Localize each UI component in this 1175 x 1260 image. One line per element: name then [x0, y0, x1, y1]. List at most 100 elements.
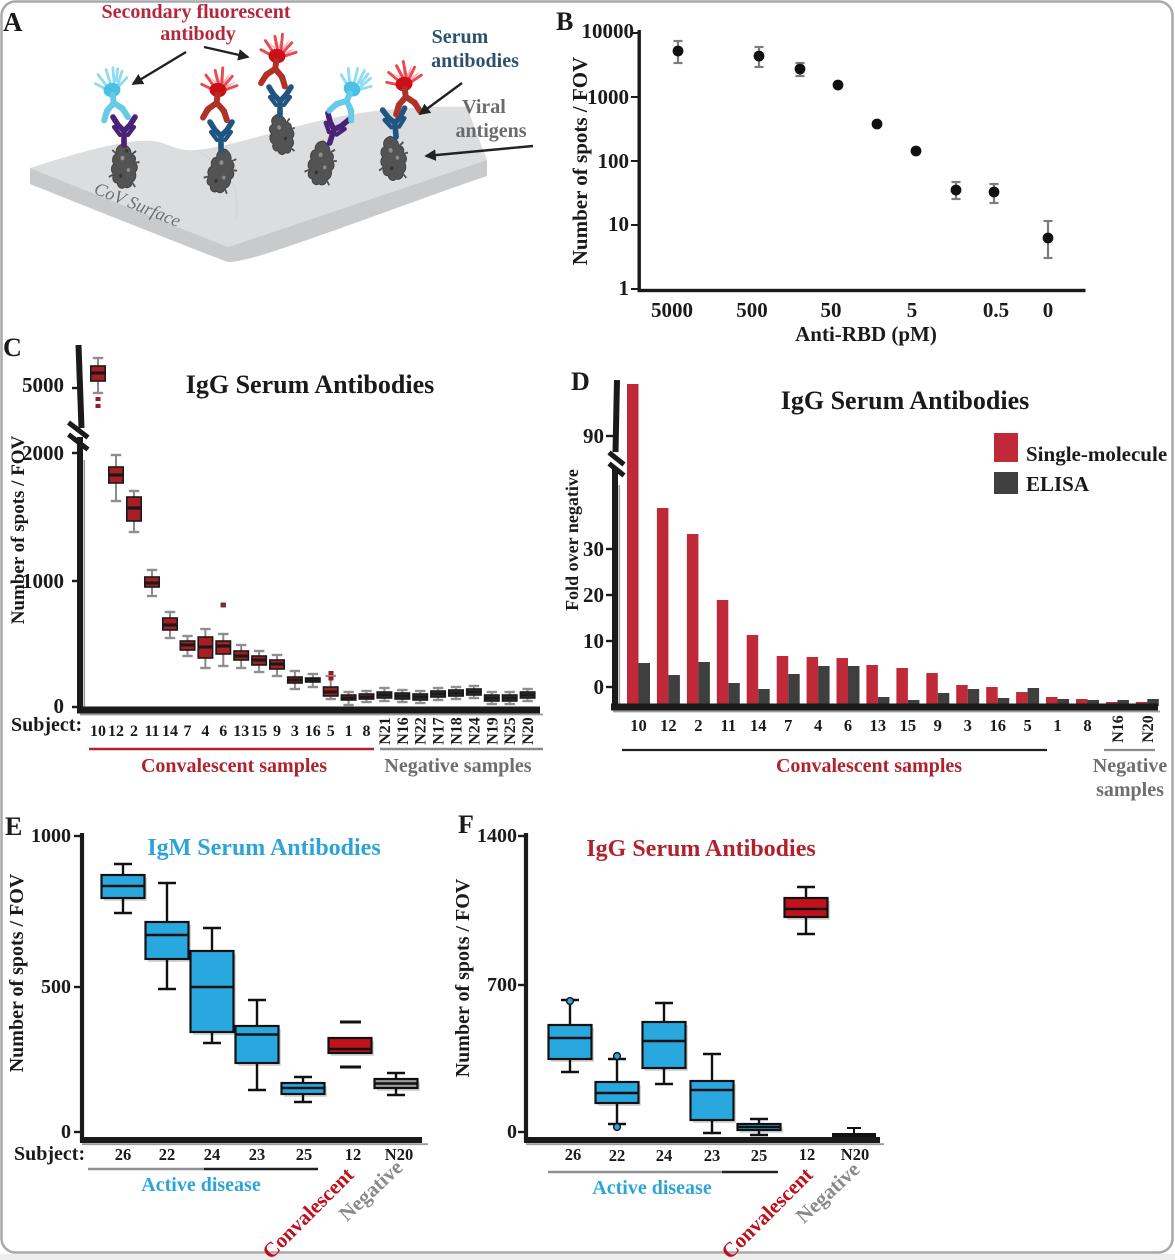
- svg-text:0: 0: [594, 675, 605, 699]
- svg-text:7: 7: [184, 723, 192, 740]
- svg-text:4: 4: [814, 716, 822, 735]
- svg-text:antibodies: antibodies: [431, 50, 519, 72]
- svg-text:N20: N20: [520, 717, 537, 745]
- svg-text:N19: N19: [484, 717, 501, 745]
- svg-text:7: 7: [784, 716, 792, 735]
- svg-text:N21: N21: [377, 717, 394, 745]
- svg-text:Number of spots / FOV: Number of spots / FOV: [6, 873, 28, 1072]
- svg-text:F: F: [458, 810, 474, 839]
- svg-text:23: 23: [704, 1146, 721, 1165]
- svg-text:antibody: antibody: [160, 23, 236, 45]
- svg-text:16: 16: [305, 723, 321, 740]
- svg-text:12: 12: [345, 1145, 362, 1164]
- svg-text:ELISA: ELISA: [1026, 472, 1090, 496]
- svg-text:1: 1: [345, 723, 353, 740]
- svg-text:Secondary fluorescent: Secondary fluorescent: [101, 1, 290, 23]
- svg-text:100: 100: [598, 149, 630, 173]
- svg-text:15: 15: [900, 716, 917, 735]
- svg-text:11: 11: [721, 716, 737, 735]
- svg-text:E: E: [5, 812, 22, 841]
- svg-text:10: 10: [90, 723, 106, 740]
- svg-text:13: 13: [870, 716, 887, 735]
- svg-text:N18: N18: [449, 717, 466, 745]
- svg-text:4: 4: [201, 723, 209, 740]
- svg-text:8: 8: [363, 723, 371, 740]
- svg-text:N17: N17: [431, 717, 448, 745]
- svg-text:C: C: [3, 333, 22, 362]
- svg-text:1000: 1000: [22, 569, 64, 593]
- svg-text:N16: N16: [395, 717, 412, 745]
- svg-text:IgG Serum Antibodies: IgG Serum Antibodies: [186, 370, 435, 399]
- svg-text:1400: 1400: [477, 825, 517, 847]
- svg-text:9: 9: [273, 723, 281, 740]
- svg-text:N16: N16: [1110, 715, 1127, 743]
- svg-text:15: 15: [251, 723, 267, 740]
- svg-text:5: 5: [907, 298, 918, 322]
- svg-text:5000: 5000: [651, 298, 693, 322]
- svg-text:1: 1: [619, 276, 630, 300]
- svg-text:IgG Serum Antibodies: IgG Serum Antibodies: [586, 836, 815, 862]
- svg-text:D: D: [571, 367, 590, 396]
- svg-text:10000: 10000: [582, 19, 635, 43]
- svg-text:12: 12: [108, 723, 124, 740]
- svg-text:26: 26: [565, 1145, 582, 1164]
- svg-text:25: 25: [751, 1146, 768, 1165]
- svg-text:12: 12: [799, 1145, 816, 1164]
- svg-text:Negative samples: Negative samples: [384, 755, 531, 777]
- svg-text:500: 500: [41, 976, 71, 998]
- svg-text:0.5: 0.5: [983, 298, 1009, 322]
- svg-text:3: 3: [964, 716, 972, 735]
- svg-text:B: B: [556, 7, 573, 36]
- svg-text:2000: 2000: [22, 441, 64, 465]
- svg-text:0: 0: [54, 694, 65, 718]
- svg-text:5000: 5000: [22, 373, 64, 397]
- svg-text:Active disease: Active disease: [141, 1174, 261, 1196]
- svg-text:90: 90: [583, 424, 604, 448]
- svg-text:5: 5: [327, 723, 335, 740]
- svg-text:Subject:: Subject:: [14, 1143, 85, 1165]
- svg-text:10: 10: [630, 716, 647, 735]
- svg-text:13: 13: [233, 723, 249, 740]
- svg-text:20: 20: [583, 583, 604, 607]
- svg-text:N22: N22: [413, 717, 430, 745]
- svg-text:14: 14: [750, 716, 767, 735]
- svg-text:700: 700: [487, 974, 517, 996]
- svg-text:30: 30: [583, 537, 604, 561]
- svg-text:A: A: [3, 7, 23, 37]
- svg-text:16: 16: [989, 716, 1006, 735]
- svg-text:24: 24: [656, 1146, 673, 1165]
- svg-text:26: 26: [115, 1145, 132, 1164]
- svg-text:24: 24: [204, 1145, 221, 1164]
- svg-text:Single-molecule: Single-molecule: [1026, 442, 1167, 466]
- svg-text:Number of spots / FOV: Number of spots / FOV: [568, 57, 592, 265]
- svg-text:Subject:: Subject:: [11, 714, 82, 736]
- svg-text:antigens: antigens: [455, 120, 526, 142]
- svg-text:6: 6: [844, 716, 852, 735]
- svg-text:1000: 1000: [587, 85, 629, 109]
- svg-text:0: 0: [507, 1121, 517, 1143]
- svg-text:IgG Serum Antibodies: IgG Serum Antibodies: [781, 386, 1030, 415]
- svg-text:3: 3: [291, 723, 299, 740]
- svg-text:IgM Serum Antibodies: IgM Serum Antibodies: [147, 835, 380, 861]
- svg-text:12: 12: [660, 716, 677, 735]
- svg-text:25: 25: [296, 1145, 313, 1164]
- svg-text:N24: N24: [466, 717, 483, 745]
- svg-text:Number of spots / FOV: Number of spots / FOV: [8, 435, 29, 624]
- svg-text:1000: 1000: [31, 825, 71, 847]
- svg-text:14: 14: [162, 723, 178, 740]
- svg-text:10: 10: [583, 629, 604, 653]
- svg-text:Convalescent samples: Convalescent samples: [141, 755, 327, 777]
- svg-text:2: 2: [694, 716, 702, 735]
- svg-text:Negative: Negative: [1093, 755, 1168, 777]
- svg-text:9: 9: [934, 716, 942, 735]
- svg-text:22: 22: [609, 1146, 626, 1165]
- svg-text:10: 10: [608, 212, 629, 236]
- svg-text:6: 6: [219, 723, 227, 740]
- svg-text:0: 0: [1043, 298, 1054, 322]
- svg-text:N25: N25: [502, 717, 519, 745]
- svg-text:Convalescent samples: Convalescent samples: [776, 755, 962, 777]
- svg-text:50: 50: [821, 298, 842, 322]
- svg-text:Active disease: Active disease: [592, 1177, 712, 1199]
- svg-text:N20: N20: [385, 1145, 413, 1164]
- svg-text:8: 8: [1083, 716, 1091, 735]
